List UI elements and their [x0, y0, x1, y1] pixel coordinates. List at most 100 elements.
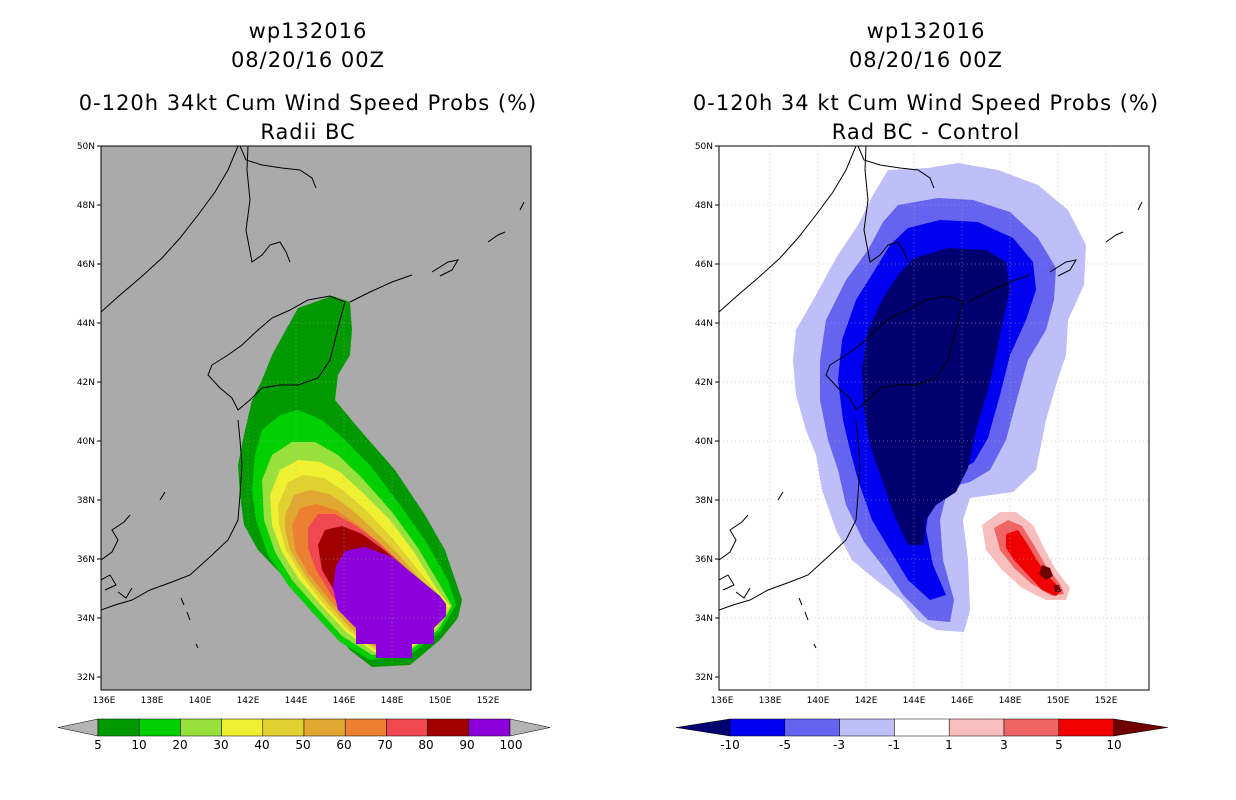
left-lat-label: 44N: [77, 319, 95, 329]
left-lat-label: 50N: [77, 142, 95, 152]
right-grid: [719, 146, 1149, 690]
right-lon-label: 146E: [951, 696, 974, 706]
left-map-frame: [100, 145, 532, 691]
left-colorbar-label: 5: [94, 738, 102, 752]
right-colorbar-over-arrow: [1113, 718, 1168, 737]
right-lat-label: 48N: [695, 201, 713, 211]
right-colorbar-label: 10: [1106, 738, 1121, 752]
left-lat-label: 34N: [77, 614, 95, 624]
left-colorbar-swatch: [386, 718, 428, 737]
left-colorbar-label: 70: [377, 738, 392, 752]
right-lon-label: 150E: [1047, 696, 1070, 706]
left-lon-label: 140E: [189, 696, 212, 706]
right-lon-label: 144E: [903, 696, 926, 706]
right-title-storm-id: wp132016: [866, 19, 986, 43]
right-colorbar-label: 3: [1000, 738, 1008, 752]
right-lat-label: 50N: [695, 142, 713, 152]
left-colorbar-swatch: [468, 718, 511, 737]
right-colorbar-swatch: [729, 718, 786, 737]
left-colorbar-swatch: [344, 718, 387, 737]
left-colorbar-label: 10: [131, 738, 146, 752]
left-colorbar-label: 50: [295, 738, 310, 752]
left-lon-label: 138E: [141, 696, 164, 706]
right-colorbar-under-arrow: [675, 718, 731, 737]
prob-contour-90: [333, 547, 446, 658]
right-map-frame: [718, 145, 1150, 691]
right-colorbar: [675, 718, 1168, 737]
left-lon-label: 150E: [429, 696, 452, 706]
left-colorbar-swatch: [221, 718, 264, 737]
left-title-product: 0-120h 34kt Cum Wind Speed Probs (%): [78, 91, 538, 115]
right-lat-label: 34N: [695, 614, 713, 624]
right-lon-label: 148E: [999, 696, 1022, 706]
right-colorbar-swatch: [894, 718, 950, 737]
left-colorbar-label: 40: [254, 738, 269, 752]
left-title-date: 08/20/16 00Z: [230, 48, 386, 72]
left-title-storm-id: wp132016: [248, 19, 368, 43]
left-lat-label: 46N: [77, 260, 95, 270]
left-colorbar-over-arrow: [509, 718, 551, 737]
right-colorbar-label: -10: [720, 738, 740, 752]
right-lat-label: 40N: [695, 437, 713, 447]
left-coastlines: [101, 146, 525, 649]
right-colorbar-label: 5: [1055, 738, 1063, 752]
left-colorbar-swatch: [180, 718, 222, 737]
right-lat-label: 42N: [695, 378, 713, 388]
right-colorbar-swatch: [1003, 718, 1060, 737]
left-lat-label: 48N: [77, 201, 95, 211]
right-colorbar-swatch: [948, 718, 1005, 737]
left-lat-label: 42N: [77, 378, 95, 388]
left-lon-label: 142E: [237, 696, 260, 706]
right-lat-label: 44N: [695, 319, 713, 329]
left-lon-label: 148E: [381, 696, 404, 706]
right-lon-label: 138E: [759, 696, 782, 706]
right-lon-label: 142E: [855, 696, 878, 706]
left-colorbar-label: 80: [418, 738, 433, 752]
left-lat-label: 40N: [77, 437, 95, 447]
left-colorbar-swatch: [427, 718, 470, 737]
right-title-date: 08/20/16 00Z: [848, 48, 1004, 72]
diff-contour-dark-red: [1039, 565, 1061, 592]
left-colorbar-label: 60: [336, 738, 351, 752]
left-lat-label: 32N: [77, 673, 95, 683]
left-title-subtitle: Radii BC: [260, 120, 356, 144]
left-lon-label: 144E: [285, 696, 308, 706]
right-coastlines: [719, 146, 1143, 649]
right-colorbar-swatch: [1058, 718, 1114, 737]
right-colorbar-swatch: [839, 718, 895, 737]
left-colorbar-swatch: [138, 718, 181, 737]
right-lon-label: 140E: [807, 696, 830, 706]
right-colorbar-label: -5: [779, 738, 791, 752]
left-lon-label: 152E: [477, 696, 500, 706]
right-lat-label: 38N: [695, 496, 713, 506]
diff-contour-dark-blue: [862, 248, 1010, 545]
diff-contour-red: [1006, 530, 1062, 596]
right-colorbar-swatch: [784, 718, 840, 737]
right-map: 50N 48N 46N 44N 42N 40N 38N 36N 34N 32N …: [675, 142, 1168, 752]
left-colorbar-label: 20: [172, 738, 187, 752]
left-colorbar-swatch: [303, 718, 346, 737]
left-colorbar-swatch: [262, 718, 305, 737]
left-lon-label: 136E: [93, 696, 116, 706]
left-lon-label: 146E: [333, 696, 356, 706]
right-lat-label: 36N: [695, 555, 713, 565]
left-grid: [101, 146, 531, 690]
left-colorbar: [57, 718, 551, 737]
left-colorbar-label: 90: [459, 738, 474, 752]
right-lon-label: 152E: [1095, 696, 1118, 706]
right-colorbar-label: 1: [945, 738, 953, 752]
right-title-product: 0-120h 34 kt Cum Wind Speed Probs (%): [692, 91, 1160, 115]
right-lat-label: 46N: [695, 260, 713, 270]
left-map: 50N 48N 46N 44N 42N 40N 38N 36N 34N 32N …: [57, 142, 551, 752]
right-colorbar-label: -3: [833, 738, 845, 752]
left-colorbar-under-arrow: [57, 718, 99, 737]
right-title-subtitle: Rad BC - Control: [831, 120, 1021, 144]
right-colorbar-label: -1: [888, 738, 900, 752]
left-lat-label: 36N: [77, 555, 95, 565]
right-lon-label: 136E: [711, 696, 734, 706]
left-colorbar-label: 100: [500, 738, 523, 752]
left-colorbar-label: 30: [213, 738, 228, 752]
left-lat-label: 38N: [77, 496, 95, 506]
left-colorbar-swatch: [97, 718, 140, 737]
right-lat-label: 32N: [695, 673, 713, 683]
